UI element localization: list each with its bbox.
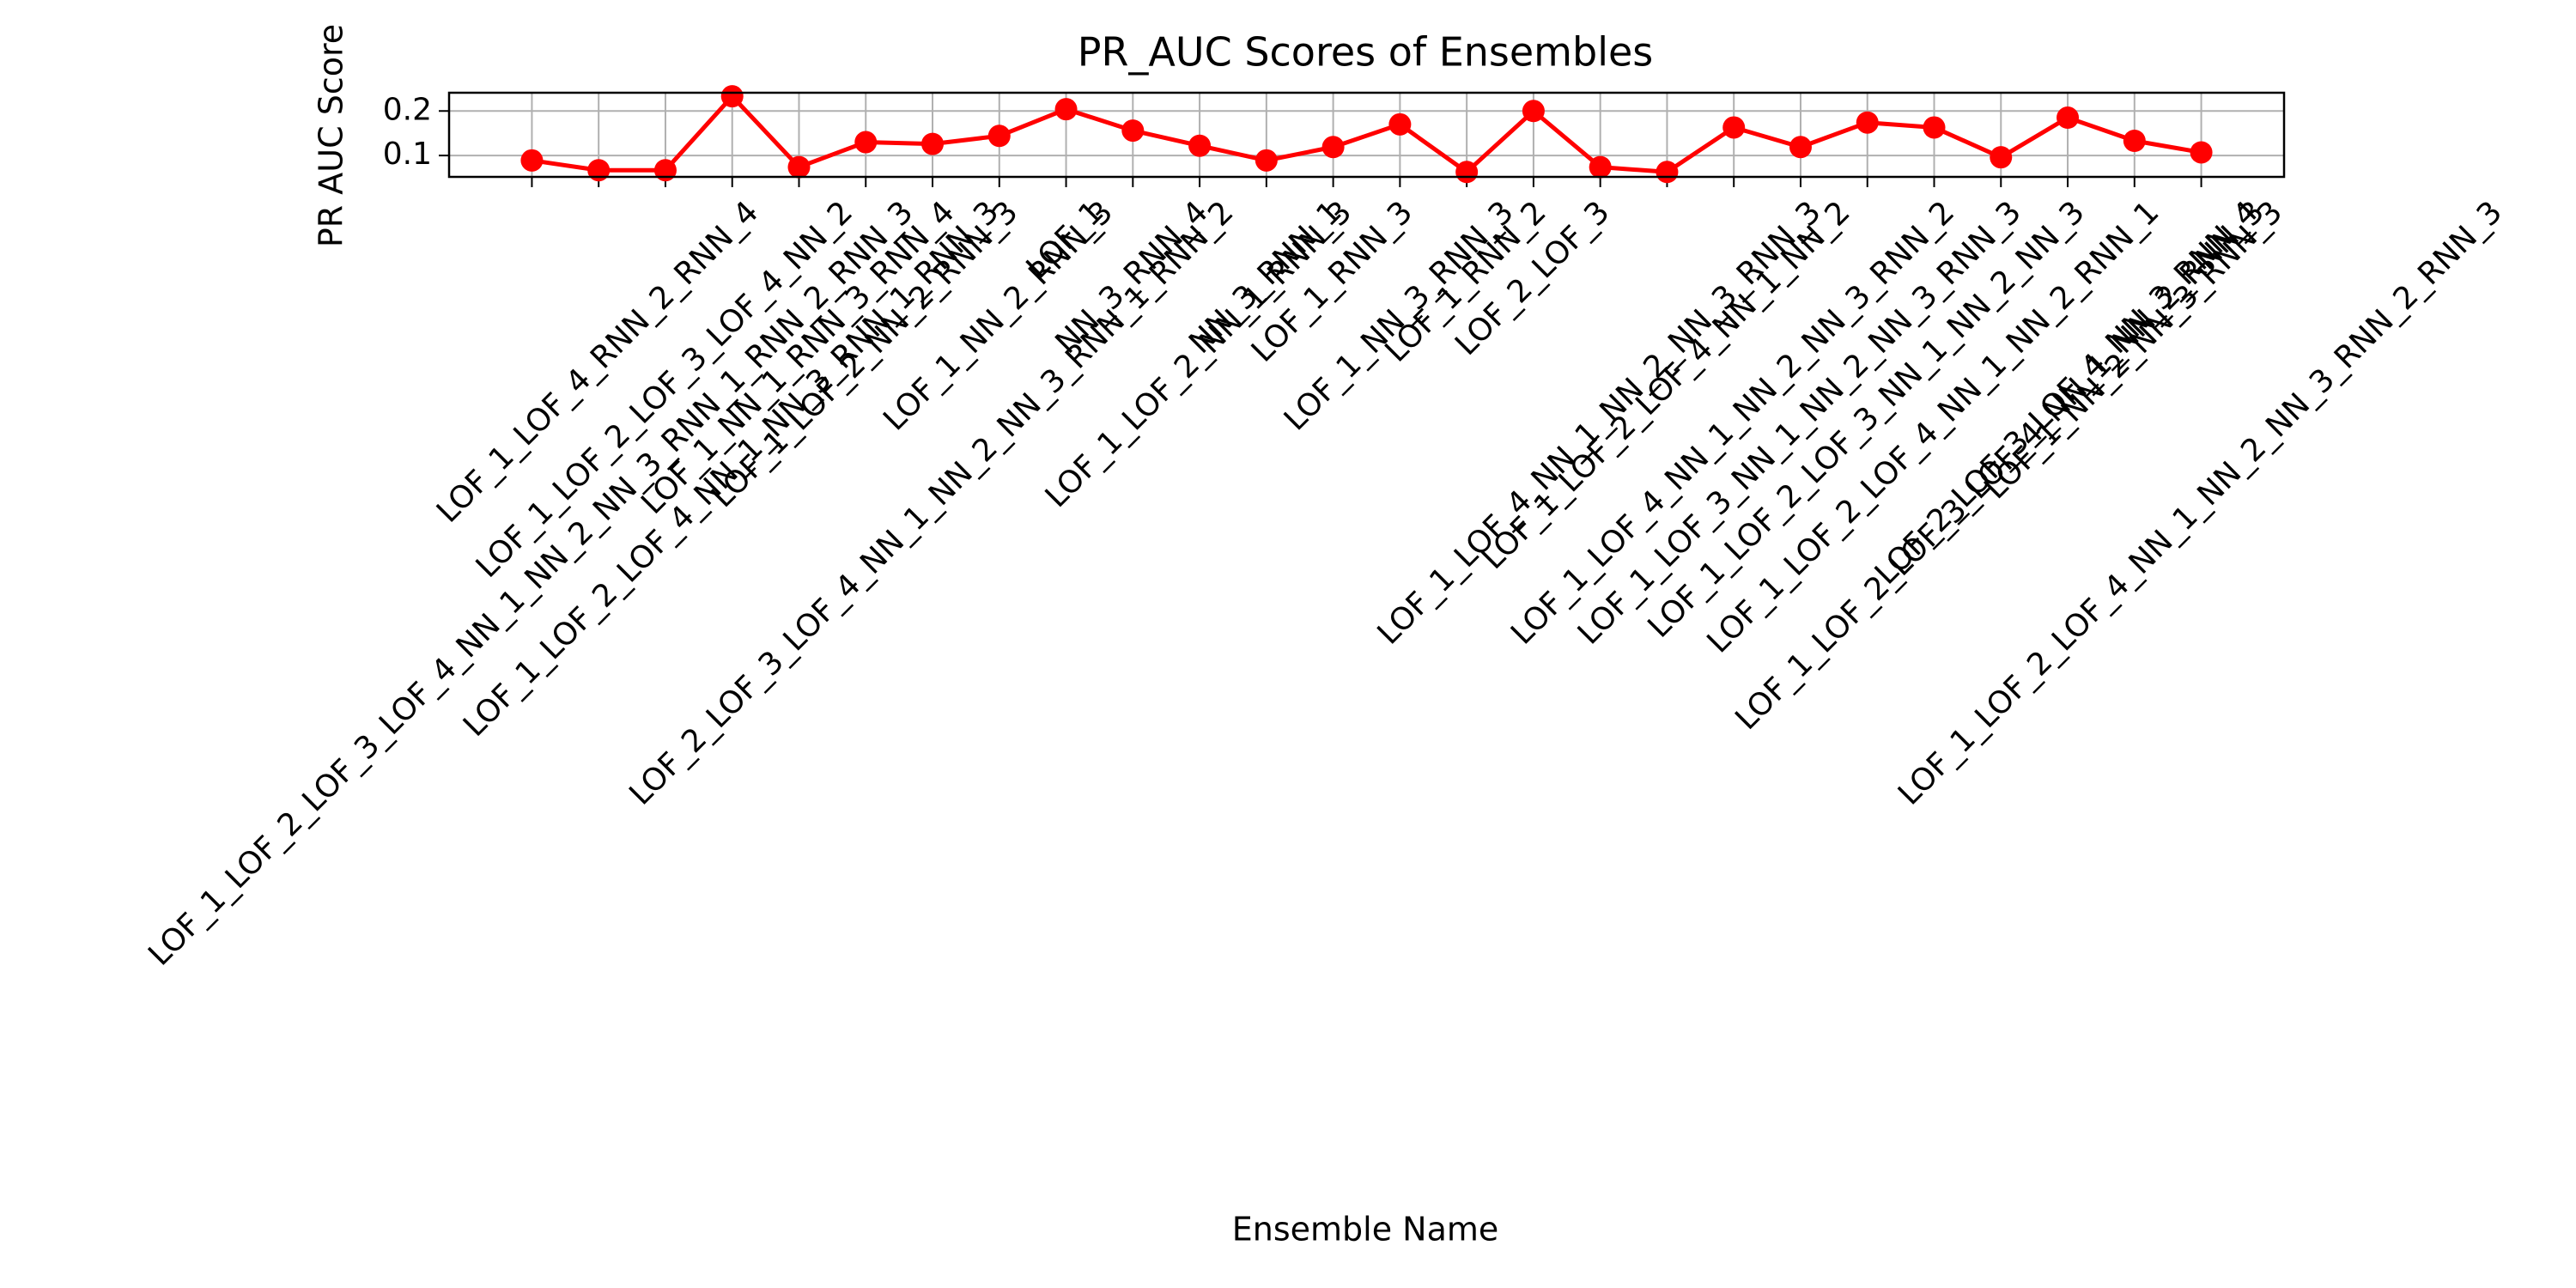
x-tick-label: LOF_1_LOF_2_LOF_3_LOF_4_NN_1_NN_2_NN_3_R… — [142, 195, 920, 973]
marker — [1522, 100, 1545, 123]
y-tick-label: 0.2 — [383, 92, 432, 127]
line — [532, 94, 2202, 174]
marker — [854, 131, 878, 154]
marker — [1789, 136, 1812, 159]
marker — [1121, 119, 1145, 143]
marker — [1388, 112, 1412, 136]
marker — [2057, 106, 2080, 130]
marker — [1656, 161, 1679, 184]
marker — [787, 155, 811, 179]
y-axis-label: PR AUC Score — [313, 24, 350, 247]
marker — [587, 159, 611, 182]
marker — [1589, 155, 1612, 179]
chart-title: PR_AUC Scores of Ensembles — [1078, 29, 1654, 76]
x-axis-label: Ensemble Name — [1232, 1211, 1499, 1249]
marker — [1722, 116, 1746, 139]
plot-frame — [447, 91, 2286, 179]
marker — [1255, 149, 1278, 172]
marker — [1990, 146, 2013, 169]
marker — [987, 125, 1011, 148]
marker — [653, 159, 677, 182]
marker — [1321, 136, 1345, 159]
marker — [1188, 134, 1212, 157]
marker — [2123, 130, 2146, 152]
y-tick-label: 0.1 — [383, 137, 432, 172]
marker — [2190, 141, 2213, 164]
marker — [1856, 111, 1879, 134]
marker — [1923, 116, 1946, 139]
x-tick-label: LOF_1_LOF_2_LOF_4_NN_1_NN_2 — [1475, 195, 1857, 577]
marker — [921, 132, 945, 155]
marker — [720, 85, 744, 108]
marker — [520, 149, 544, 172]
marker — [1455, 161, 1479, 184]
marker — [1054, 98, 1078, 121]
